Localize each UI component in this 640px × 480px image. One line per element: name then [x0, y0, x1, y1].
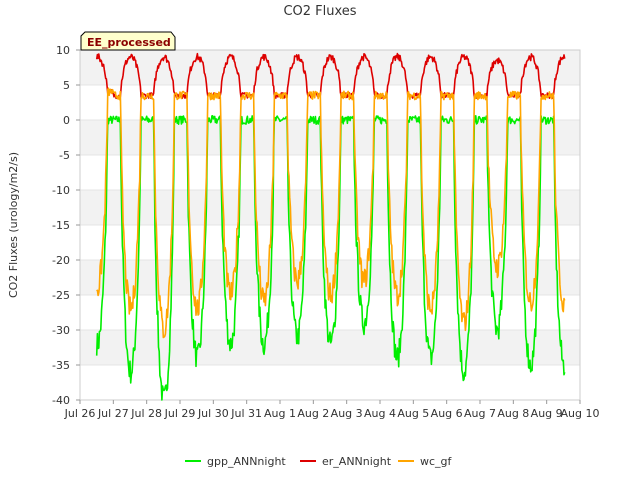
grid-band [80, 155, 580, 190]
x-tick-label: Aug 10 [561, 407, 600, 420]
x-tick-label: Aug 6 [431, 407, 463, 420]
x-tick-label: Aug 1 [264, 407, 296, 420]
grid-band [80, 85, 580, 120]
grid-band [80, 225, 580, 260]
badge-shape [80, 31, 176, 51]
x-tick-label: Jul 26 [64, 407, 96, 420]
legend-label: gpp_ANNnight [207, 455, 286, 468]
y-tick-label: -40 [52, 394, 70, 407]
y-axis: 10 5 0 -5 -10 -15 -20 -25 -30 -35 -40 [52, 44, 80, 407]
series-layer [95, 52, 566, 401]
x-tick-label: Aug 4 [364, 407, 396, 420]
x-tick-label: Jul 30 [197, 407, 229, 420]
grid-band [80, 365, 580, 400]
legend: gpp_ANNnight er_ANNnight wc_gf [185, 455, 453, 468]
grid-band [80, 190, 580, 225]
x-tick-label: Aug 2 [297, 407, 329, 420]
x-tick-label: Jul 29 [164, 407, 196, 420]
x-axis: Jul 26 Jul 27 Jul 28 Jul 29 Jul 30 Jul 31 Aug … [64, 400, 600, 420]
x-tick-label: Jul 31 [230, 407, 262, 420]
y-tick-label: -30 [52, 324, 70, 337]
y-tick-label: 10 [56, 44, 70, 57]
x-tick-label: Aug 3 [331, 407, 363, 420]
y-tick-label: -5 [59, 149, 70, 162]
y-tick-label: -25 [52, 289, 70, 302]
x-tick-label: Aug 7 [464, 407, 496, 420]
y-tick-label: -10 [52, 184, 70, 197]
processing-badge: EE_processed [80, 31, 176, 51]
legend-label: wc_gf [420, 455, 453, 468]
x-tick-label: Aug 8 [497, 407, 529, 420]
grid-band [80, 120, 580, 155]
x-tick-label: Aug 5 [397, 407, 429, 420]
y-tick-label: -35 [52, 359, 70, 372]
x-tick-label: Jul 27 [97, 407, 129, 420]
y-tick-label: -15 [52, 219, 70, 232]
y-tick-label: 0 [63, 114, 70, 127]
series-line-wc_gf [96, 87, 566, 339]
grid-bands [80, 49, 580, 400]
chart-title: CO2 Fluxes [283, 4, 356, 19]
y-axis-title: CO2 Fluxes (urology/m2/s) [7, 152, 20, 298]
x-tick-label: Aug 9 [531, 407, 563, 420]
x-tick-label: Jul 28 [130, 407, 162, 420]
badge-text: EE_processed [87, 36, 171, 49]
y-tick-label: -20 [52, 254, 70, 267]
y-tick-label: 5 [63, 79, 70, 92]
legend-label: er_ANNnight [322, 455, 392, 468]
